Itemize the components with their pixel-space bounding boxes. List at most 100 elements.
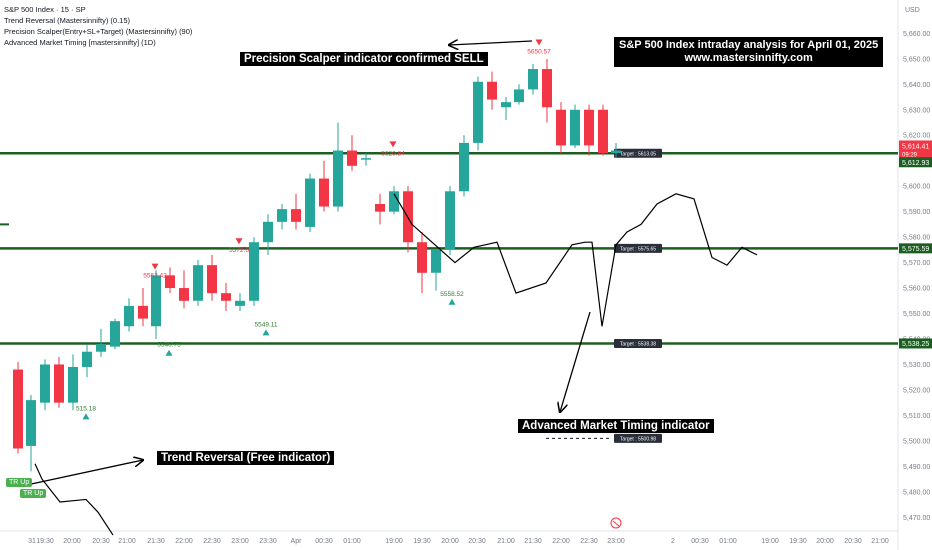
timing-annotation: Advanced Market Timing indicator bbox=[518, 419, 714, 433]
indicator-market-timing[interactable]: Advanced Market Timing [mastersinnifty] … bbox=[4, 38, 156, 47]
buy-signal-icon bbox=[262, 329, 270, 336]
time-tick-label: Apr bbox=[291, 538, 303, 545]
trend-pointer-arrow bbox=[21, 460, 143, 487]
candle-body[interactable] bbox=[193, 265, 203, 301]
countdown-text: 09:29 bbox=[902, 152, 918, 158]
level-price-text: 5,612.93 bbox=[902, 160, 929, 167]
candle-body[interactable] bbox=[528, 69, 538, 90]
buy-signal-icon bbox=[165, 349, 173, 356]
candle-body[interactable] bbox=[82, 351, 92, 368]
timing-pointer-arrow bbox=[560, 311, 591, 412]
price-tick-label: 5,580.00 bbox=[903, 235, 930, 242]
sell-signal-icon bbox=[389, 141, 397, 148]
candle-body[interactable] bbox=[487, 81, 497, 100]
symbol-line: S&P 500 Index · 15 · SP bbox=[4, 5, 86, 14]
candle-body[interactable] bbox=[151, 275, 161, 327]
candle-body[interactable] bbox=[96, 344, 106, 352]
title-box: S&P 500 Index intraday analysis for Apri… bbox=[614, 37, 884, 67]
candle-body[interactable] bbox=[445, 191, 455, 250]
time-tick-label: 21:00 bbox=[871, 538, 889, 545]
level-price-text: 5,575.59 bbox=[902, 246, 929, 253]
price-tick-label: 5,630.00 bbox=[903, 107, 930, 114]
target-label: Target : 5538.38 bbox=[620, 342, 656, 348]
website-line: www.mastersinnifty.com bbox=[684, 52, 813, 64]
candle-body[interactable] bbox=[207, 265, 217, 294]
candle-body[interactable] bbox=[375, 204, 385, 212]
candle-body[interactable] bbox=[26, 400, 36, 446]
candle-body[interactable] bbox=[277, 209, 287, 222]
currency-label: USD bbox=[905, 7, 920, 14]
candle-body[interactable] bbox=[333, 150, 343, 207]
price-tick-label: 5,640.00 bbox=[903, 82, 930, 89]
sell-annotation: Precision Scalper indicator confirmed SE… bbox=[240, 52, 488, 66]
time-tick-label: 19:30 bbox=[36, 538, 54, 545]
candle-body[interactable] bbox=[235, 300, 245, 306]
candle-body[interactable] bbox=[13, 369, 23, 449]
candle-body[interactable] bbox=[584, 109, 594, 146]
candle-body[interactable] bbox=[249, 242, 259, 301]
candle-body[interactable] bbox=[501, 102, 511, 108]
sell-signal-icon bbox=[151, 263, 159, 270]
candle-body[interactable] bbox=[221, 293, 231, 301]
target-label-bg bbox=[614, 148, 662, 158]
time-tick-label: 20:30 bbox=[468, 538, 486, 545]
candle-body[interactable] bbox=[110, 321, 120, 347]
candle-body[interactable] bbox=[291, 209, 301, 222]
time-tick-label: 22:00 bbox=[175, 538, 193, 545]
candle-body[interactable] bbox=[389, 191, 399, 212]
time-tick-label: 23:30 bbox=[259, 538, 277, 545]
price-tick-label: 5,500.00 bbox=[903, 438, 930, 445]
candle-body[interactable] bbox=[263, 221, 273, 243]
signal-label: 515.18 bbox=[76, 405, 96, 412]
time-tick-label: 23:00 bbox=[231, 538, 249, 545]
indicator-trend-reversal[interactable]: Trend Reversal (Mastersinnifty) (0.15) bbox=[4, 16, 131, 25]
price-tick-label: 5,560.00 bbox=[903, 286, 930, 293]
time-tick-label: 22:30 bbox=[580, 538, 598, 545]
target-label-bg bbox=[614, 338, 662, 348]
sell-signal-icon bbox=[535, 39, 543, 46]
tr-up-badge: TR Up bbox=[6, 478, 33, 487]
candle-body[interactable] bbox=[40, 364, 50, 403]
time-tick-label: 20:30 bbox=[844, 538, 862, 545]
title-line: S&P 500 Index intraday analysis for Apri… bbox=[619, 39, 879, 51]
candle-body[interactable] bbox=[611, 150, 621, 154]
candle-body[interactable] bbox=[556, 109, 566, 146]
candle-body[interactable] bbox=[361, 158, 371, 160]
candle-body[interactable] bbox=[138, 305, 148, 319]
candle-body[interactable] bbox=[431, 249, 441, 273]
signal-label: 5562.42 bbox=[143, 273, 167, 280]
candle-body[interactable] bbox=[473, 81, 483, 143]
indicator-precision-scalper[interactable]: Precision Scalper(Entry+SL+Target) (Mast… bbox=[4, 27, 193, 36]
target-label-bg bbox=[614, 243, 662, 253]
time-tick-label: 01:00 bbox=[719, 538, 737, 545]
target-label: Target : 5575.65 bbox=[620, 247, 656, 253]
candle-body[interactable] bbox=[459, 142, 469, 192]
level-price-text: 5,538.25 bbox=[902, 341, 929, 348]
candle-body[interactable] bbox=[570, 109, 580, 146]
candle-body[interactable] bbox=[514, 89, 524, 103]
candle-body[interactable] bbox=[598, 109, 608, 154]
candle-body[interactable] bbox=[54, 364, 64, 403]
target-label: Target : 5613.05 bbox=[620, 152, 656, 158]
time-tick-label: 01:00 bbox=[343, 538, 361, 545]
candle-body[interactable] bbox=[319, 178, 329, 207]
candle-body[interactable] bbox=[542, 69, 552, 108]
candle-body[interactable] bbox=[305, 178, 315, 227]
time-tick-label: 20:00 bbox=[63, 538, 81, 545]
price-tick-label: 5,620.00 bbox=[903, 133, 930, 140]
signal-label: 5572.6 bbox=[229, 247, 249, 254]
candle-body[interactable] bbox=[179, 288, 189, 301]
time-tick-label: 21:00 bbox=[118, 538, 136, 545]
candle-body[interactable] bbox=[68, 367, 78, 403]
time-tick-label: 20:00 bbox=[441, 538, 459, 545]
time-tick-label: 21:30 bbox=[147, 538, 165, 545]
time-tick-label: 23:00 bbox=[607, 538, 625, 545]
candle-body[interactable] bbox=[347, 150, 357, 166]
buy-signal-icon bbox=[82, 413, 90, 420]
current-price-tag[interactable] bbox=[899, 140, 932, 159]
candle-body[interactable] bbox=[417, 242, 427, 273]
candle-body[interactable] bbox=[124, 305, 134, 327]
candle-body[interactable] bbox=[165, 275, 175, 289]
